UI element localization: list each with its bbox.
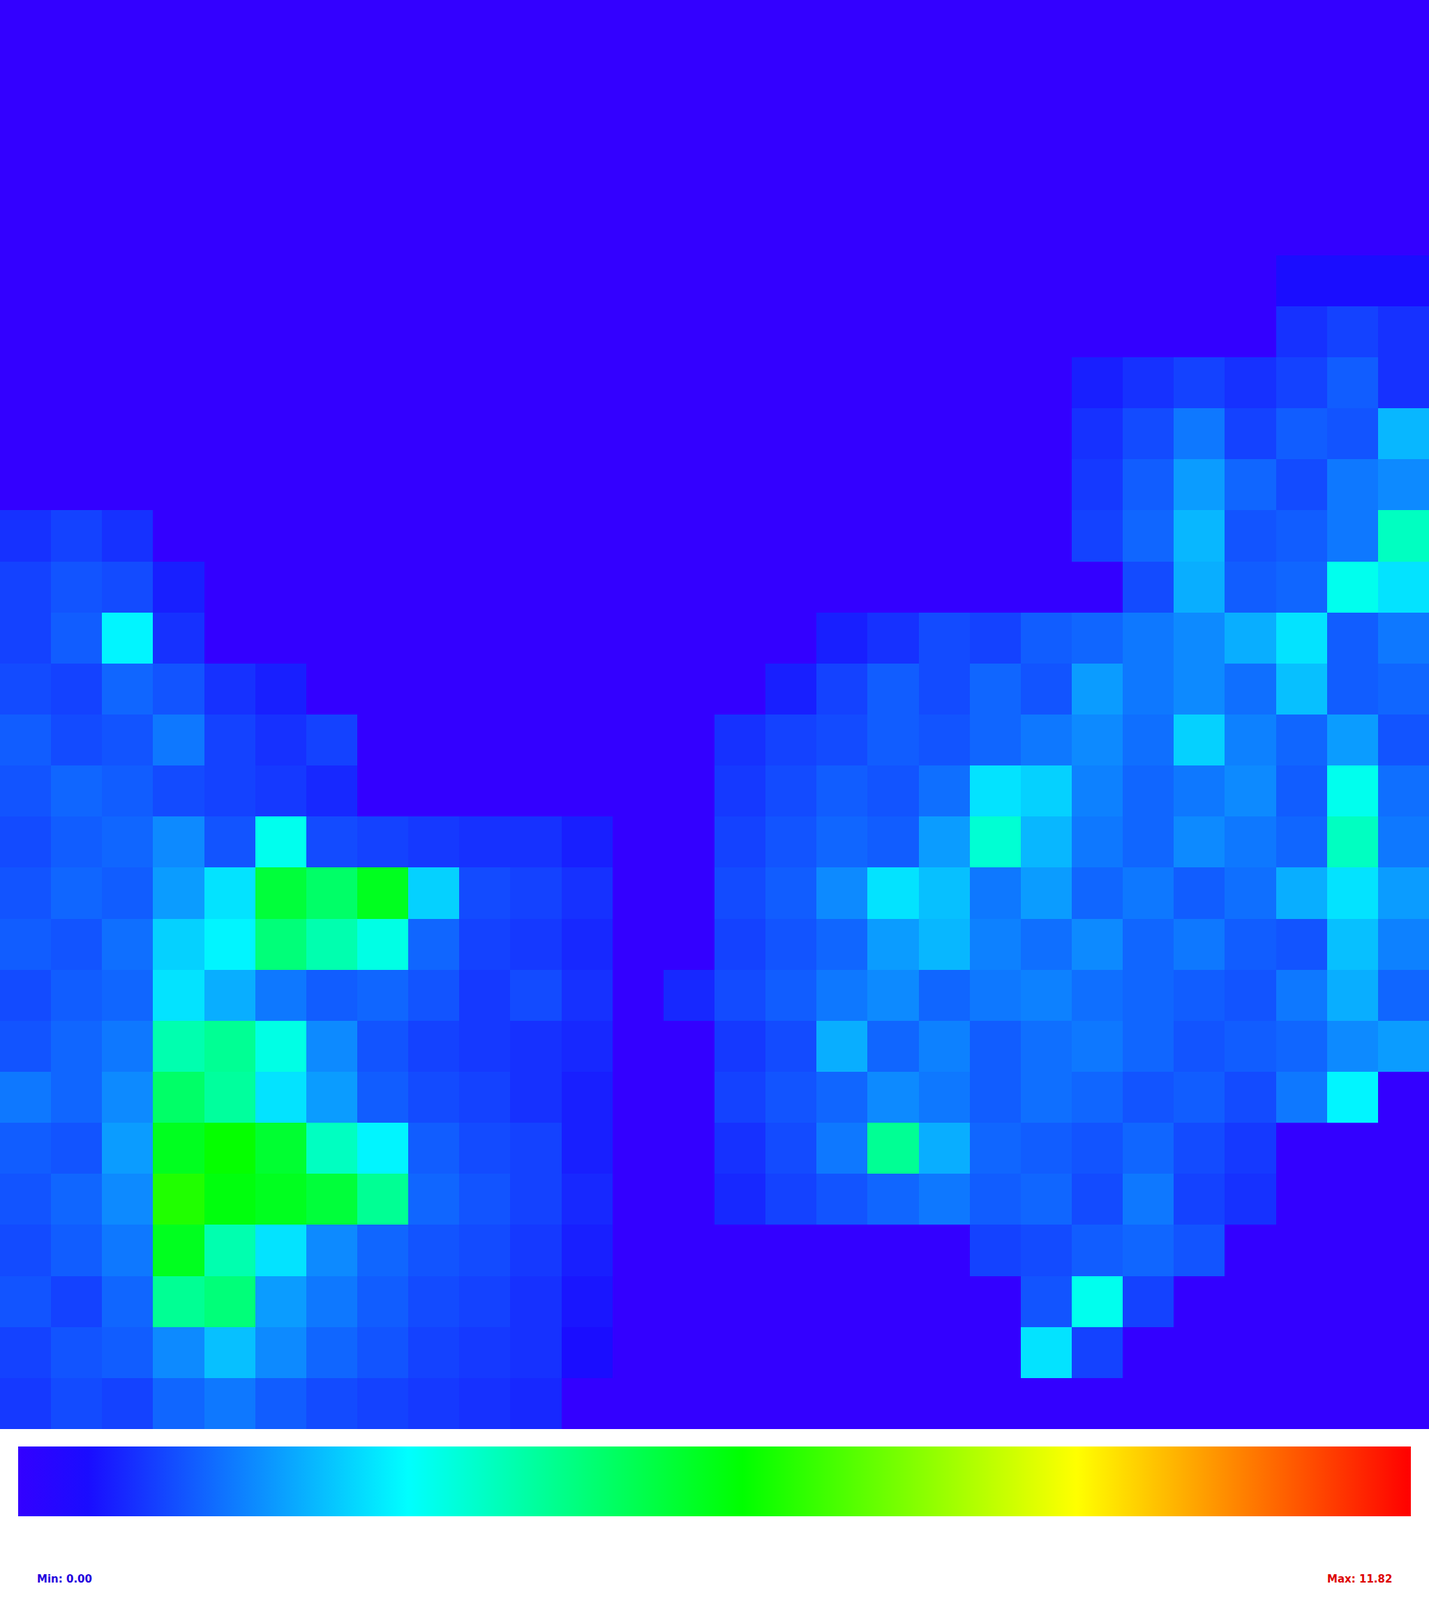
svg-text:Min: 0.00: Min: 0.00	[36, 1572, 93, 1586]
svg-text:Max: 11.82: Max: 11.82	[1327, 1572, 1393, 1586]
